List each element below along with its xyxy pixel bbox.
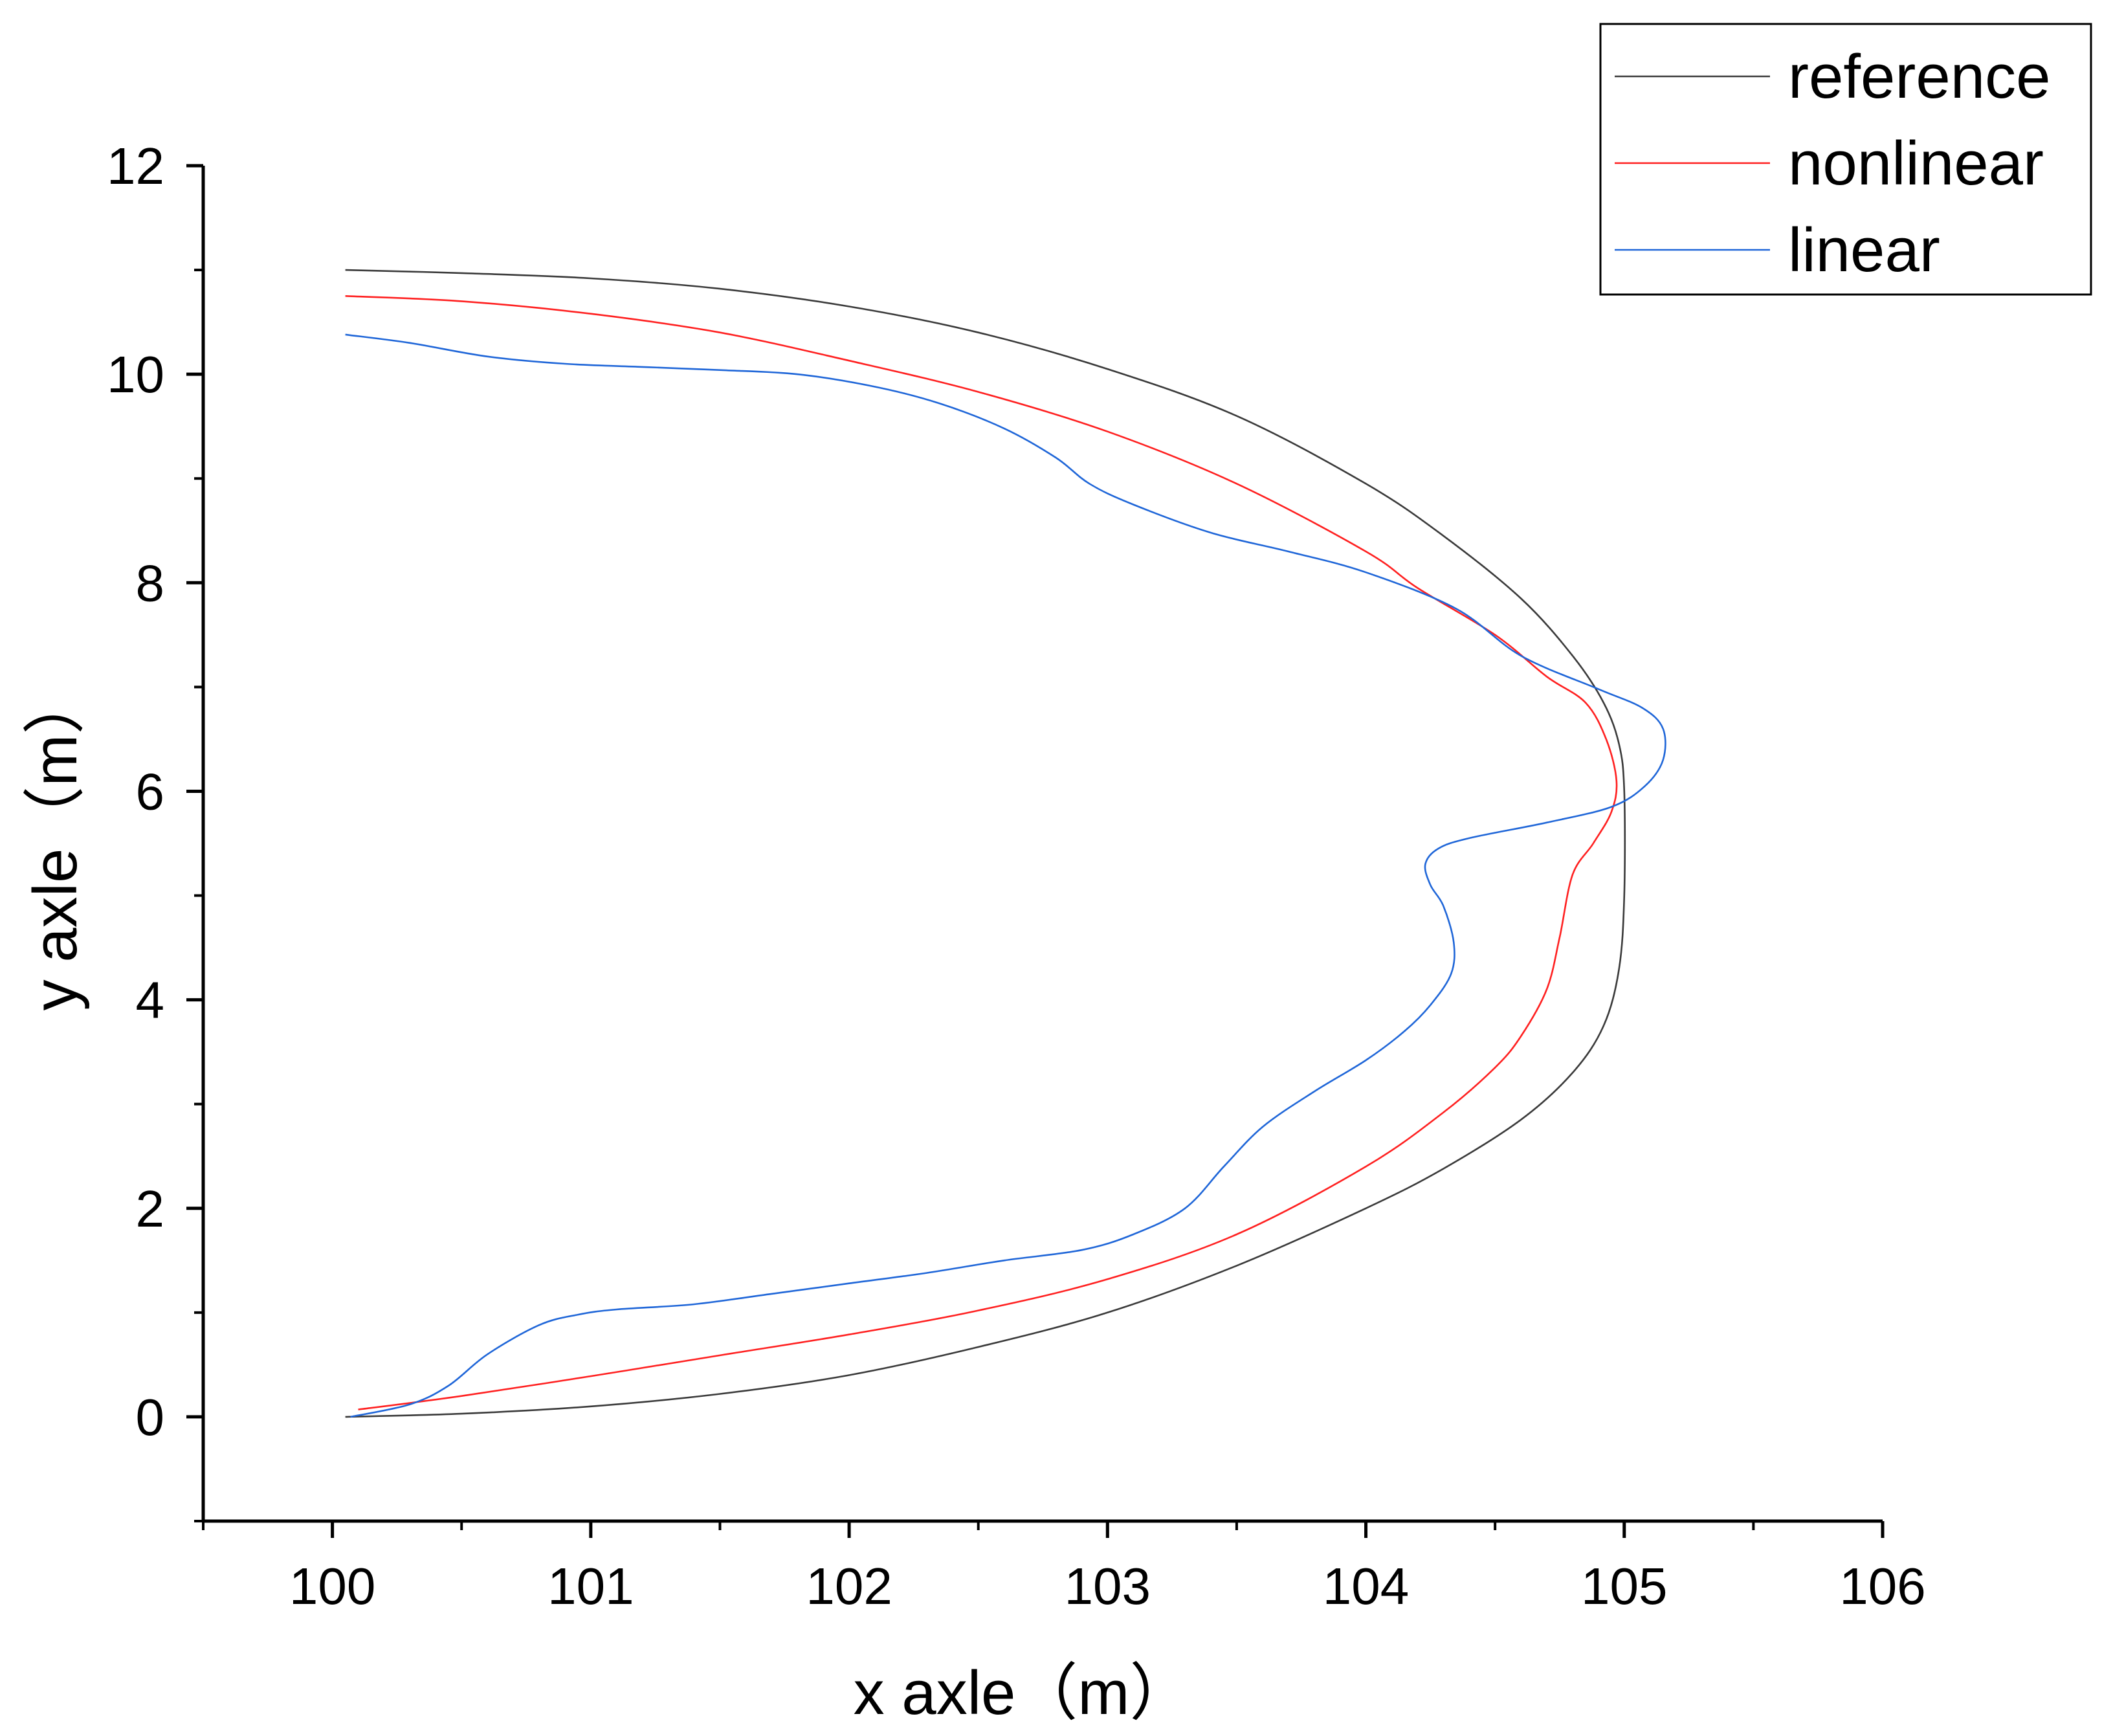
legend-label-reference: reference (1788, 42, 2051, 111)
y-tick-label: 0 (136, 1388, 165, 1446)
y-tick-label: 2 (136, 1180, 165, 1238)
x-tick-label: 105 (1581, 1557, 1667, 1615)
y-tick-label: 6 (136, 762, 165, 820)
series-line-linear (345, 333, 1666, 1418)
ticks: 100 101 102 103 104 105 106 0 2 4 6 8 10 12 (107, 137, 1926, 1615)
axes (201, 166, 1883, 1523)
legend: reference nonlinear linear (1599, 23, 2092, 296)
x-axis-label: x axle（m） (854, 1658, 1192, 1728)
x-tick-label: 100 (289, 1557, 375, 1615)
legend-label-nonlinear: nonlinear (1788, 129, 2044, 198)
x-tick-label: 104 (1323, 1557, 1409, 1615)
legend-label-linear: linear (1788, 216, 1940, 285)
y-tick-label: 4 (136, 972, 165, 1029)
y-axis-label: y axle（m） (21, 673, 90, 1011)
legend-items: reference nonlinear linear (1615, 42, 2051, 285)
x-tick-label: 106 (1839, 1557, 1925, 1615)
series (345, 269, 1666, 1418)
series-line-nonlinear (345, 295, 1618, 1410)
y-tick-label: 8 (136, 554, 165, 612)
y-tick-label: 12 (107, 137, 164, 195)
x-tick-label: 101 (548, 1557, 634, 1615)
y-tick-label: 10 (107, 346, 164, 403)
x-tick-label: 102 (806, 1557, 892, 1615)
x-tick-label: 103 (1065, 1557, 1151, 1615)
series-line-reference (345, 269, 1626, 1418)
